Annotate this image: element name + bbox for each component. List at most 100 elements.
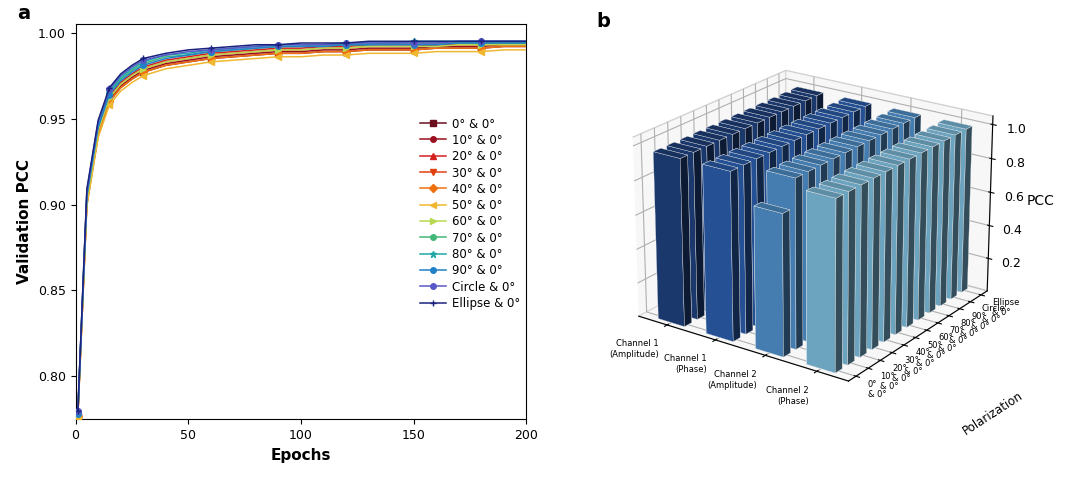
10° & 0° (137, 67, 150, 73)
60° & 0° (362, 43, 375, 49)
20° & 0° (125, 71, 138, 77)
30° & 0° (519, 42, 532, 48)
30° & 0° (114, 81, 127, 87)
0° & 0° (137, 69, 150, 75)
80° & 0° (519, 39, 532, 44)
40° & 0° (80, 200, 93, 206)
40° & 0° (475, 45, 488, 51)
10° & 0° (181, 57, 194, 63)
Line: 50° & 0°: 50° & 0° (76, 47, 529, 420)
0° & 0° (407, 47, 420, 53)
80° & 0° (249, 43, 262, 49)
70° & 0° (159, 54, 172, 60)
90° & 0° (272, 43, 285, 49)
40° & 0° (204, 55, 217, 61)
0° & 0° (114, 85, 127, 91)
30° & 0° (384, 43, 397, 49)
20° & 0° (137, 64, 150, 70)
Ellipse & 0° (272, 42, 285, 48)
Circle & 0° (318, 42, 330, 48)
70° & 0° (103, 90, 116, 96)
0° & 0° (272, 51, 285, 56)
0° & 0° (103, 98, 116, 104)
Circle & 0° (453, 39, 465, 44)
0° & 0° (453, 45, 465, 51)
50° & 0° (295, 54, 308, 60)
Circle & 0° (339, 40, 352, 46)
10° & 0° (475, 43, 488, 49)
20° & 0° (159, 57, 172, 63)
Ellipse & 0° (114, 71, 127, 77)
90° & 0° (204, 49, 217, 54)
30° & 0° (249, 49, 262, 54)
30° & 0° (103, 95, 116, 101)
10° & 0° (227, 52, 240, 58)
90° & 0° (103, 92, 116, 97)
Text: b: b (596, 12, 610, 31)
20° & 0° (407, 42, 420, 48)
60° & 0° (475, 42, 488, 48)
40° & 0° (125, 76, 138, 82)
Circle & 0° (103, 86, 116, 92)
0° & 0° (384, 47, 397, 53)
60° & 0° (339, 45, 352, 51)
80° & 0° (318, 42, 330, 48)
60° & 0° (453, 42, 465, 48)
70° & 0° (227, 47, 240, 53)
Circle & 0° (80, 188, 93, 194)
20° & 0° (475, 40, 488, 46)
10° & 0° (362, 45, 375, 51)
40° & 0° (295, 51, 308, 56)
90° & 0° (453, 40, 465, 46)
Circle & 0° (137, 57, 150, 63)
Y-axis label: Polarization: Polarization (960, 389, 1025, 438)
60° & 0° (159, 59, 172, 65)
Line: 0° & 0°: 0° & 0° (76, 44, 529, 419)
70° & 0° (519, 40, 532, 46)
80° & 0° (80, 189, 93, 195)
40° & 0° (71, 413, 84, 419)
10° & 0° (159, 61, 172, 67)
80° & 0° (339, 40, 352, 46)
90° & 0° (407, 42, 420, 48)
Circle & 0° (272, 42, 285, 48)
60° & 0° (407, 43, 420, 49)
90° & 0° (137, 63, 150, 68)
40° & 0° (407, 47, 420, 53)
10° & 0° (519, 42, 532, 48)
40° & 0° (318, 49, 330, 54)
40° & 0° (137, 69, 150, 75)
70° & 0° (272, 43, 285, 49)
40° & 0° (519, 43, 532, 49)
80° & 0° (181, 51, 194, 56)
70° & 0° (114, 76, 127, 82)
Circle & 0° (204, 47, 217, 53)
Ellipse & 0° (475, 39, 488, 44)
90° & 0° (159, 55, 172, 61)
80° & 0° (227, 45, 240, 51)
0° & 0° (475, 45, 488, 51)
70° & 0° (71, 410, 84, 415)
90° & 0° (475, 40, 488, 46)
70° & 0° (249, 45, 262, 51)
80° & 0° (407, 39, 420, 44)
10° & 0° (204, 54, 217, 60)
90° & 0° (339, 42, 352, 48)
70° & 0° (181, 52, 194, 58)
Circle & 0° (407, 40, 420, 46)
90° & 0° (114, 78, 127, 84)
0° & 0° (181, 59, 194, 65)
50° & 0° (453, 49, 465, 54)
Ellipse & 0° (318, 40, 330, 46)
50° & 0° (125, 80, 138, 85)
80° & 0° (92, 121, 105, 127)
80° & 0° (453, 39, 465, 44)
Line: 80° & 0°: 80° & 0° (75, 38, 530, 416)
Circle & 0° (114, 73, 127, 79)
0° & 0° (227, 54, 240, 60)
20° & 0° (92, 126, 105, 132)
70° & 0° (339, 42, 352, 48)
80° & 0° (114, 75, 127, 80)
40° & 0° (384, 47, 397, 53)
Circle & 0° (71, 408, 84, 414)
